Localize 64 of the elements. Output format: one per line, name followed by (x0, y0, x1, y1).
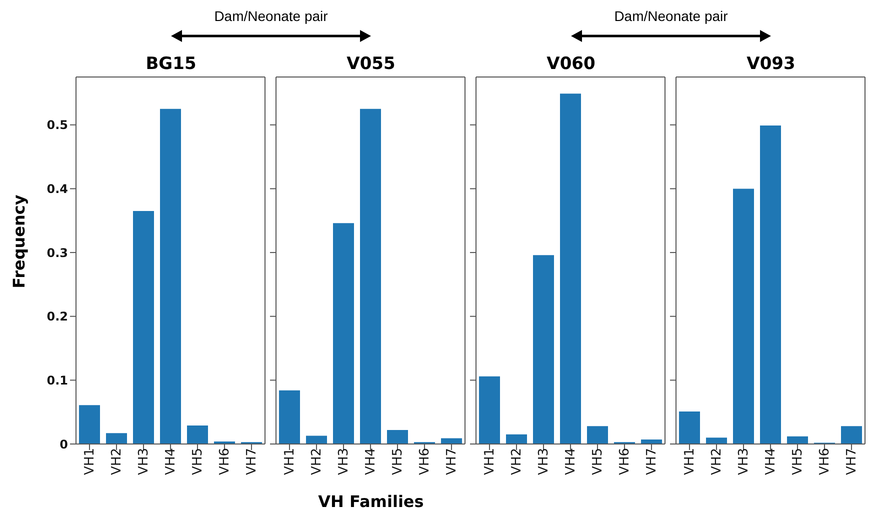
x-tick-label: VH5 (190, 448, 206, 475)
text: Dam/Neonate pair (613, 8, 729, 24)
x-tick-label: VH2 (310, 448, 325, 475)
bar (133, 211, 154, 444)
y-tick-label: 0.1 (46, 373, 68, 388)
x-tick-label: VH6 (218, 448, 233, 475)
bar (479, 376, 500, 444)
y-tick-label: 0.5 (46, 118, 68, 132)
bar (733, 188, 754, 444)
bar (760, 126, 781, 444)
x-tick-label: VH7 (244, 448, 260, 475)
bar (279, 390, 300, 444)
chart-title: V055 (346, 54, 396, 74)
x-tick-label: VH3 (336, 448, 352, 475)
x-tick-label: VH1 (282, 448, 298, 475)
bar (79, 405, 100, 444)
bar (587, 426, 608, 444)
x-tick-label: VH1 (682, 448, 698, 475)
bar (333, 223, 354, 444)
x-tick-label: VH6 (418, 448, 433, 475)
bar (560, 94, 581, 444)
x-tick-label: VH7 (444, 448, 460, 475)
bar (533, 255, 554, 444)
x-tick-label: VH6 (618, 448, 633, 475)
x-axis-title: VH Families (317, 492, 425, 511)
y-tick-label: 0.4 (46, 182, 68, 196)
x-tick-label: VH3 (136, 448, 152, 475)
y-tick-label: 0 (60, 437, 68, 452)
chart-title: V093 (746, 54, 796, 74)
x-tick-label: VH7 (844, 448, 860, 475)
bar (160, 108, 181, 444)
x-tick-label: VH1 (482, 448, 498, 475)
bar (387, 430, 408, 444)
x-tick-label: VH5 (590, 448, 606, 475)
x-tick-label: VH2 (110, 448, 125, 475)
bar (706, 438, 727, 444)
bar (506, 434, 527, 444)
chart-title: V060 (546, 54, 596, 74)
bar (360, 108, 381, 444)
text: Dam/Neonate pair (213, 8, 329, 24)
x-tick-label: VH1 (82, 448, 98, 475)
x-tick-label: VH3 (536, 448, 552, 475)
chart-title: BG15 (144, 54, 198, 74)
bar (679, 411, 700, 444)
bar (187, 425, 208, 444)
x-tick-label: VH4 (764, 448, 779, 475)
y-tick-label: 0.2 (46, 310, 68, 324)
bar (106, 433, 127, 444)
x-tick-label: VH4 (164, 448, 179, 475)
x-tick-label: VH3 (736, 448, 752, 475)
x-tick-label: VH5 (390, 448, 406, 475)
x-tick-label: VH7 (644, 448, 660, 475)
y-axis-title: Frequency (10, 194, 28, 288)
x-tick-label: VH2 (510, 448, 525, 475)
x-tick-label: VH4 (364, 448, 379, 475)
bar (641, 440, 662, 444)
bar (306, 436, 327, 444)
y-tick-label: 0.3 (46, 246, 68, 260)
x-tick-label: VH6 (818, 448, 833, 475)
x-tick-label: VH4 (564, 448, 579, 475)
x-tick-label: VH2 (710, 448, 725, 475)
bar (841, 426, 862, 444)
bar (787, 436, 808, 444)
x-tick-label: VH5 (790, 448, 806, 475)
